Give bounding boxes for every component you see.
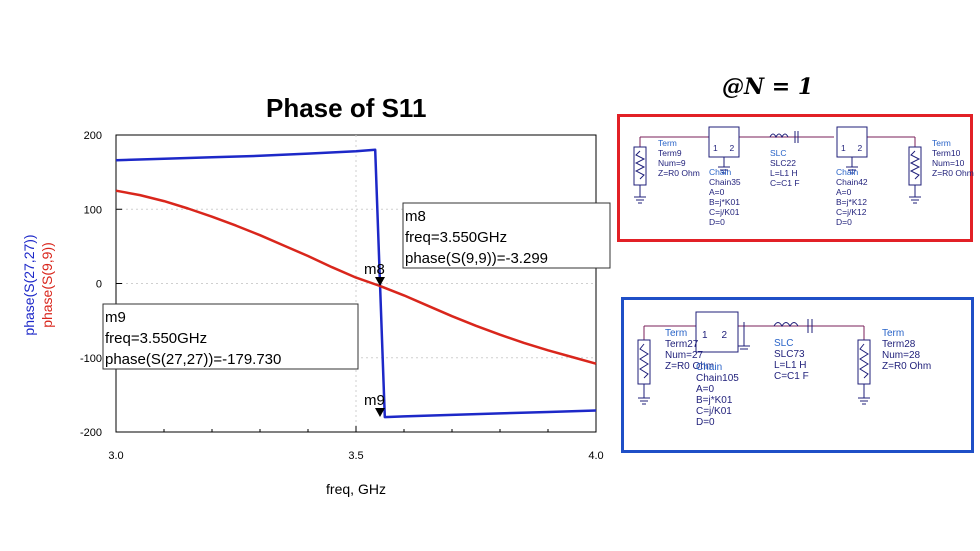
series-line-s27-27 xyxy=(115,148,597,419)
schematic-top-frame: Term Term9 Num=9 Z=R0 Ohm 1 2 Chain Chain35 A… xyxy=(617,114,974,242)
chart-title: Phase of S11 xyxy=(266,93,427,123)
chain105-pins: 1 2 xyxy=(702,330,728,341)
schematic-top-wiring xyxy=(633,126,922,204)
x-tick-label: 3.0 xyxy=(108,450,123,462)
slc22-labels: SLC SLC22 L=L1 H C=C1 F xyxy=(770,148,800,188)
term27-labels: Term Term27 Num=27 Z=R0 Ohm xyxy=(665,328,715,372)
y-tick-label: -200 xyxy=(80,427,102,439)
marker-m8-label: m8 xyxy=(364,261,385,278)
m9-line-2: freq=3.550GHz xyxy=(105,330,207,347)
x-axis-label: freq, GHz xyxy=(326,481,386,497)
term9-labels: Term Term9 Num=9 Z=R0 Ohm xyxy=(658,138,700,178)
marker-m9-readout: m9 freq=3.550GHz phase(S(27,27))=-179.73… xyxy=(102,303,359,370)
phase-chart: 3.0 3.5 4.0 200 100 0 -100 -200 m8 m9 freq, GHz… xyxy=(21,130,611,497)
chain105-labels: Chain Chain105 A=0 B=j*K01 C=j/K01 D=0 xyxy=(696,362,739,428)
m8-line-3: phase(S(9,9))=-3.299 xyxy=(405,250,548,267)
m8-line-2: freq=3.550GHz xyxy=(405,229,507,246)
y-ticks: 200 100 0 -100 -200 xyxy=(80,130,122,439)
chain35-pins: 1 2 xyxy=(713,143,735,153)
y-axis-label-blue: phase(S(27,27)) xyxy=(21,234,37,335)
x-tick-label: 4.0 xyxy=(588,450,603,462)
schematic-bottom-wiring xyxy=(637,311,871,405)
markers-group: m8 m9 xyxy=(364,261,385,417)
chain35-labels: Chain Chain35 A=0 B=j*K01 C=j/K01 D=0 xyxy=(709,167,741,227)
y-tick-label: 100 xyxy=(84,204,102,216)
m8-line-1: m8 xyxy=(405,208,426,225)
chain42-labels: Chain Chain42 A=0 B=j*K12 C=j/K12 D=0 xyxy=(836,167,868,227)
marker-m9-triangle xyxy=(375,407,385,417)
condition-label: @N = 1 xyxy=(722,74,814,100)
x-tick-label: 3.5 xyxy=(348,450,363,462)
m9-line-1: m9 xyxy=(105,309,126,326)
slc73-labels: SLC SLC73 L=L1 H C=C1 F xyxy=(774,338,809,382)
term10-labels: Term Term10 Num=10 Z=R0 Ohm xyxy=(932,138,974,178)
chain42-pins: 1 2 xyxy=(841,143,863,153)
marker-m9-label: m9 xyxy=(364,392,385,409)
y-axis-label-red: phase(S(9,9)) xyxy=(39,242,55,328)
x-ticks: 3.0 3.5 4.0 xyxy=(108,426,604,462)
m9-line-3: phase(S(27,27))=-179.730 xyxy=(105,351,281,368)
y-tick-label: -100 xyxy=(80,353,102,365)
series-line-s9-9 xyxy=(115,189,597,365)
marker-m8-triangle xyxy=(375,276,385,286)
y-tick-label: 0 xyxy=(96,279,102,291)
marker-m8-readout: m8 freq=3.550GHz phase(S(9,9))=-3.299 xyxy=(402,202,611,269)
series-group xyxy=(115,148,597,419)
term28-labels: Term Term28 Num=28 Z=R0 Ohm xyxy=(882,328,932,372)
schematic-bottom-frame: Term Term27 Num=27 Z=R0 Ohm 1 2 Chain Chain1… xyxy=(621,297,974,453)
y-tick-label: 200 xyxy=(84,130,102,142)
